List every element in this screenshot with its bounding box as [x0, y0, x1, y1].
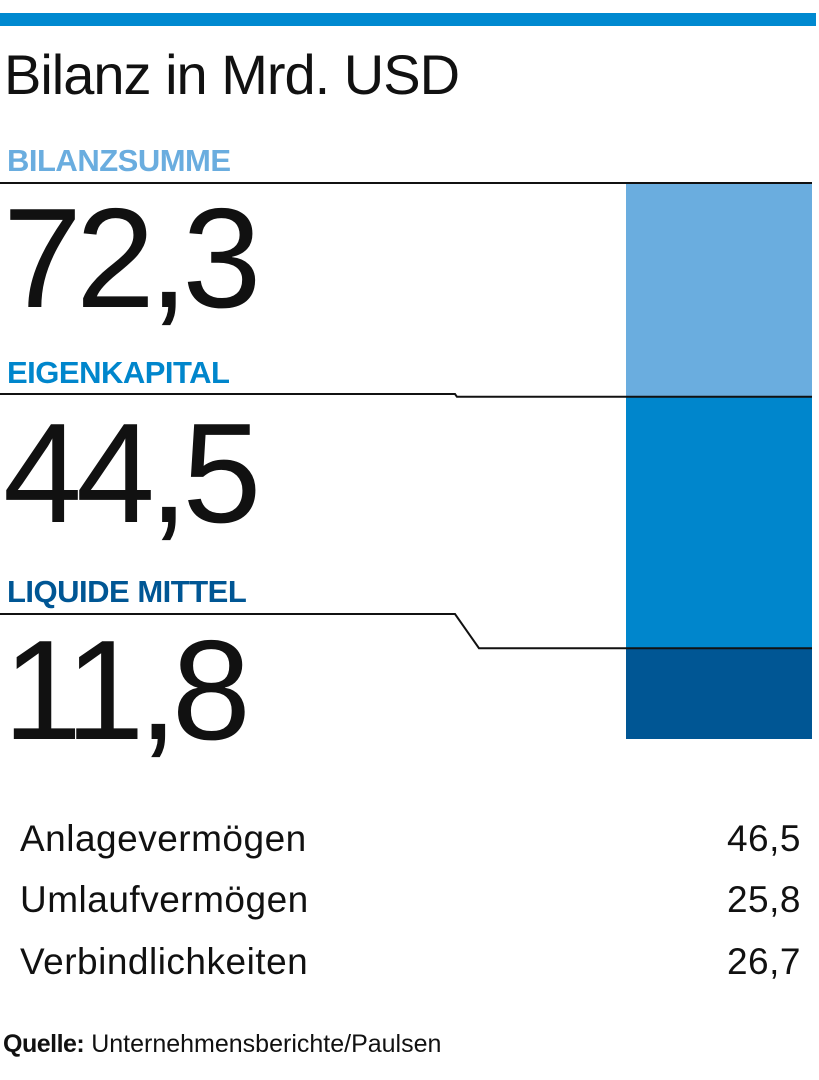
row-label-umlaufvermoegen: Umlaufvermögen: [20, 879, 309, 920]
leader-line-liquide-mittel: [0, 613, 812, 650]
label-bilanzsumme: BILANZSUMME: [7, 143, 231, 178]
balance-bar-chart: [0, 182, 812, 739]
bar-liquide-mittel: [626, 648, 812, 739]
row-label-anlagevermoegen: Anlagevermögen: [20, 818, 307, 859]
row-value-anlagevermoegen: 46,5: [726, 818, 801, 859]
top-accent-bar: [0, 13, 816, 26]
row-value-verbindlichkeiten: 26,7: [726, 941, 801, 982]
label-eigenkapital: EIGENKAPITAL: [7, 355, 230, 390]
source-key: Quelle:: [3, 1030, 85, 1058]
source-text: Unternehmensberichte/Paulsen: [91, 1030, 442, 1058]
row-value-umlaufvermoegen: 25,8: [726, 879, 801, 920]
value-liquide-mittel: 11,8: [3, 611, 251, 770]
table-row: Verbindlichkeiten 26,7: [20, 941, 801, 991]
source-note: Quelle: Unternehmensberichte/Paulsen: [3, 1030, 441, 1059]
leader-line-eigenkapital: [0, 393, 812, 398]
label-liquide-mittel: LIQUIDE MITTEL: [7, 574, 247, 609]
table-row: Anlagevermögen 46,5: [20, 818, 801, 868]
chart-title: Bilanz in Mrd. USD: [4, 43, 460, 106]
table-row: Umlaufvermögen 25,8: [20, 879, 801, 929]
row-label-verbindlichkeiten: Verbindlichkeiten: [20, 941, 309, 982]
value-bilanzsumme: 72,3: [3, 179, 261, 338]
value-eigenkapital: 44,5: [3, 394, 261, 553]
